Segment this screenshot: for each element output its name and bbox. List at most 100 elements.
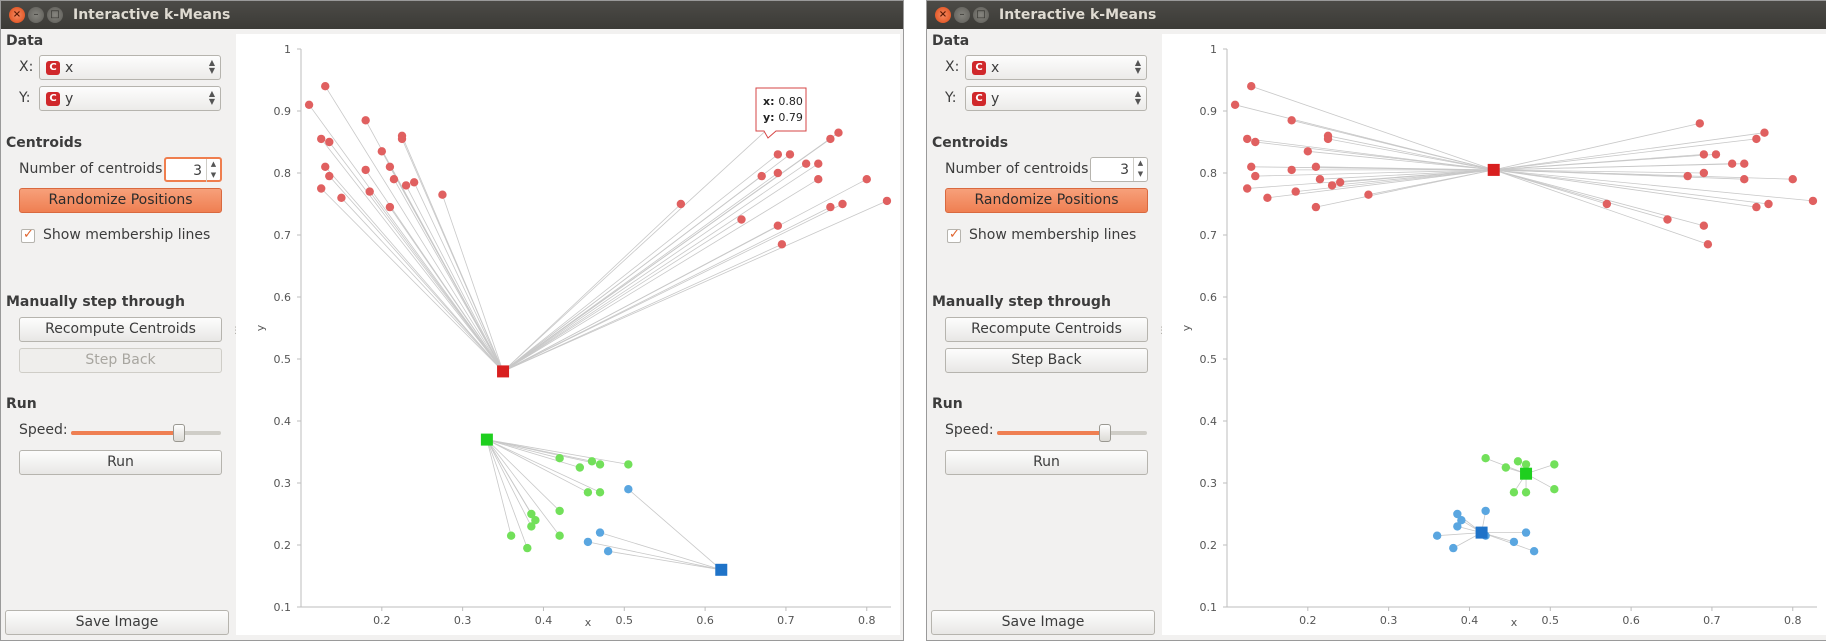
y-tick-label: 0.2 [274,539,292,552]
data-point-red [1602,199,1612,209]
tooltip-x-label: x: [763,95,778,108]
y-tick-label: 0.4 [274,415,292,428]
data-point-red [834,128,843,137]
data-point-blue [624,485,633,494]
randomize-positions-button[interactable]: Randomize Positions [945,188,1148,213]
y-attribute-combo[interactable]: C y ▲ ▼ [965,86,1147,111]
membership-line [389,206,504,372]
y-tick-label: 0.6 [274,291,292,304]
centroid-green [1520,467,1533,480]
data-point-red [409,178,419,187]
x-attribute-label: X: [19,59,34,75]
maximize-icon[interactable]: □ [47,7,63,23]
data-point-red [389,175,399,184]
splitter-handle[interactable]: ⋮ [1157,326,1166,336]
show-membership-lines-checkbox[interactable]: ✓ [21,227,35,243]
updown-arrows-icon[interactable]: ▲ ▼ [1133,158,1147,181]
membership-line [393,179,504,372]
x-tick-label: 0.8 [858,614,876,627]
scatter-plot-svg[interactable]: 0.2 0.3 0.4 0.5 0.6 0.7 0.8 0.1 0.2 0.3 0.4 0.5 0.6 0… [236,34,900,635]
step-back-button[interactable]: Step Back [945,348,1148,373]
minimize-icon[interactable]: – [28,7,44,23]
membership-line [1437,532,1482,537]
y-tick-label: 0.3 [274,477,292,490]
y-attribute-combo[interactable]: C y ▲ ▼ [39,86,221,111]
membership-line [587,541,722,571]
data-point-red [737,215,746,224]
splitter-handle[interactable]: ⋮ [231,326,240,336]
num-centroids-spinbox[interactable]: 3 ▲ ▼ [1090,157,1148,182]
membership-line [308,104,504,372]
scatter-plot-svg[interactable]: 0.2 0.3 0.4 0.5 0.6 0.7 0.8 0.1 0.2 0.3 0.4 0.5 0.6 0… [1162,34,1826,635]
y-tick-label: 1 [1210,43,1217,56]
data-point-blue [595,528,605,537]
data-point-green [583,488,593,497]
save-image-button[interactable]: Save Image [5,610,229,635]
run-button[interactable]: Run [945,450,1148,475]
speed-slider[interactable] [71,424,221,442]
x-attribute-label: X: [945,59,960,75]
run-button[interactable]: Run [19,450,222,475]
recompute-centroids-button[interactable]: Recompute Centroids [945,317,1148,342]
updown-arrows-icon: ▲ ▼ [1134,58,1141,75]
membership-line [1251,85,1494,171]
close-icon[interactable]: × [9,7,25,23]
speed-label: Speed: [19,422,68,438]
speed-slider-handle[interactable] [1099,424,1111,442]
x-tick-label: 0.7 [1703,614,1721,627]
data-point-green [1501,463,1511,472]
data-point-red [1243,134,1252,144]
data-point-red [773,168,783,178]
categorical-variable-icon: C [972,92,986,106]
data-point-red [361,116,370,125]
save-image-button[interactable]: Save Image [931,610,1155,635]
data-point-red [317,184,326,193]
data-point-red [1327,181,1337,190]
data-point-red [1311,202,1321,212]
num-centroids-spinbox[interactable]: 3 ▲ ▼ [164,157,222,182]
membership-line [1493,169,1709,245]
centroid-blue [715,563,728,576]
show-membership-lines-checkbox[interactable]: ✓ [947,227,961,243]
updown-arrows-icon[interactable]: ▲ ▼ [206,159,220,182]
data-point-red [365,187,374,196]
close-icon[interactable]: × [935,7,951,23]
speed-slider[interactable] [997,424,1147,442]
tooltip-y-value: 0.79 [778,111,803,124]
data-point-green [527,509,536,519]
window-title: Interactive k-Means [73,7,231,23]
membership-line [1255,141,1494,171]
centroids-section-label: Centroids [6,135,83,151]
scatter-plot[interactable]: 0.2 0.3 0.4 0.5 0.6 0.7 0.8 0.1 0.2 0.3 0.4 0.5 0.6 0… [1162,34,1826,635]
scatter-plot[interactable]: 0.2 0.3 0.4 0.5 0.6 0.7 0.8 0.1 0.2 0.3 0.4 0.5 0.6 0… [236,34,900,635]
membership-line [1493,169,1704,174]
minimize-icon[interactable]: – [954,7,970,23]
membership-line [341,197,504,372]
data-point-red [1740,159,1749,168]
data-point-red [814,159,823,168]
data-point-blue [1432,531,1442,540]
membership-line [1295,169,1494,192]
data-point-red [321,162,330,171]
x-axis-title: x [585,616,592,629]
data-section-label: Data [932,33,970,49]
membership-line [502,163,819,372]
y-tick-label: 0.5 [1200,353,1218,366]
y-tick-label: 0.4 [1200,415,1218,428]
membership-line [486,439,580,468]
x-tick-label: 0.8 [1784,614,1802,627]
maximize-icon[interactable]: □ [973,7,989,23]
y-tick-label: 0.2 [1200,539,1218,552]
x-attribute-combo[interactable]: C x ▲ ▼ [39,55,221,80]
data-point-blue [1529,547,1539,556]
run-section-label: Run [932,396,963,412]
speed-slider-handle[interactable] [173,424,185,442]
speed-slider-fill [71,431,179,435]
randomize-positions-button[interactable]: Randomize Positions [19,188,222,213]
y-tick-label: 0.9 [1200,105,1218,118]
centroid-green [480,433,493,446]
step-back-button[interactable]: Step Back [19,348,222,373]
x-attribute-combo[interactable]: C x ▲ ▼ [965,55,1147,80]
recompute-centroids-button[interactable]: Recompute Centroids [19,317,222,342]
y-tick-label: 0.9 [274,105,292,118]
